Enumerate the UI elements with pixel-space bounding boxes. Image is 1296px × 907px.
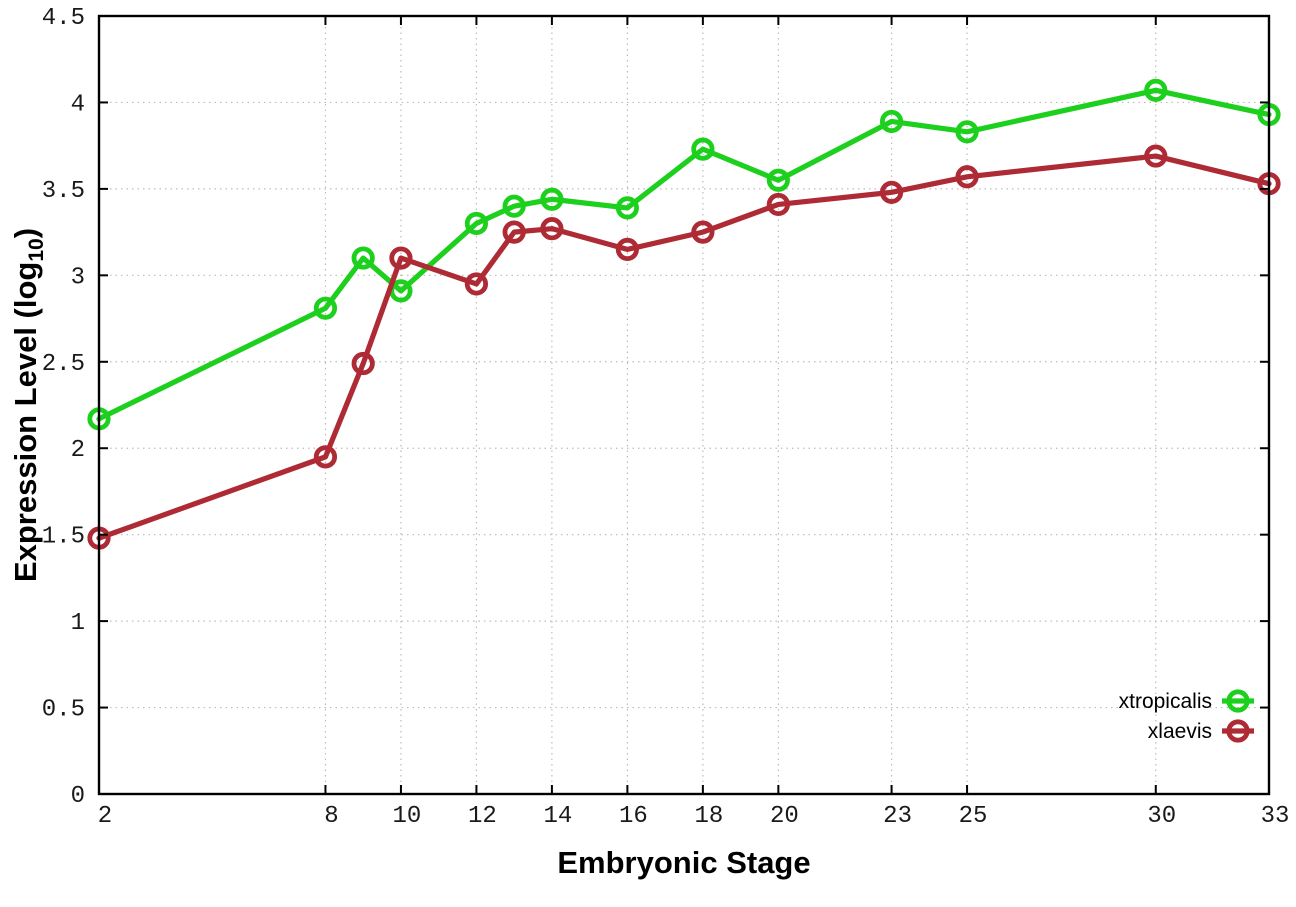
data-point-marker (389, 246, 413, 270)
tick-label-layer: 2 8 10 12 14 16 18 20 23 25 30 33 0 0.5 1 1.5 2 2.5 3 3.5 4 4… (42, 5, 1290, 830)
legend-label: xtropicalis (1119, 690, 1212, 713)
data-point-marker (351, 246, 375, 270)
data-point-marker (351, 351, 375, 376)
x-tick-label: 30 (1147, 803, 1176, 830)
legend-marker-icon (1226, 689, 1250, 713)
series-xtropicalis (87, 78, 1281, 431)
x-axis-title: Embryonic Stage (557, 845, 810, 880)
x-tick-label: 25 (959, 803, 988, 830)
data-point-marker (955, 165, 979, 189)
data-point-marker (615, 237, 639, 261)
data-point-marker (464, 272, 489, 296)
y-tick-label: 1.5 (42, 524, 85, 551)
y-axis-title-close: ) (8, 228, 43, 238)
legend-marker-icon (1226, 719, 1250, 743)
legend: xtropicalis xlaevis (1119, 689, 1254, 743)
plot-frame (97, 14, 1271, 796)
x-tick-label: 23 (883, 803, 912, 830)
grid-layer (99, 16, 1269, 794)
y-tick-label: 1 (71, 610, 85, 637)
data-point-marker (313, 445, 338, 469)
plot-border (97, 14, 1271, 796)
y-axis-title-subscript: 10 (25, 238, 48, 261)
series-line-xlaevis (96, 153, 1272, 541)
data-point-marker (313, 296, 338, 320)
data-point-marker (879, 109, 904, 134)
x-tick-label: 10 (393, 803, 422, 830)
series-layer (87, 78, 1281, 550)
tick-layer (98, 15, 1270, 795)
data-point-marker (540, 217, 564, 241)
data-point-marker (1144, 144, 1168, 168)
y-tick-label: 0.5 (42, 697, 85, 724)
x-tick-label: 18 (694, 803, 723, 830)
data-point-marker (766, 168, 790, 192)
y-tick-label: 2 (71, 437, 85, 464)
legend-item-xtropicalis: xtropicalis (1119, 689, 1254, 713)
data-point-marker (502, 220, 526, 244)
x-tick-label: 16 (619, 803, 648, 830)
legend-label: xlaevis (1148, 720, 1212, 743)
data-point-marker (766, 192, 790, 217)
y-tick-label: 3.5 (42, 178, 85, 205)
data-point-marker (540, 187, 564, 211)
y-tick-label: 4.5 (42, 5, 85, 32)
y-tick-label: 0 (71, 783, 85, 810)
data-point-marker (691, 137, 715, 161)
data-point-marker (1144, 78, 1168, 102)
y-axis-title: Expression Level (log10) (8, 228, 48, 582)
x-tick-label: 33 (1261, 803, 1290, 830)
data-point-marker (879, 180, 904, 204)
x-tick-label: 8 (324, 803, 338, 830)
x-tick-label: 20 (770, 803, 799, 830)
y-tick-label: 2.5 (42, 351, 85, 378)
x-tick-label: 2 (98, 803, 112, 830)
y-tick-label: 4 (71, 91, 85, 118)
y-axis-title-main: Expression Level (log (8, 262, 43, 582)
data-point-marker (502, 194, 526, 218)
y-tick-label: 3 (71, 264, 85, 291)
x-tick-label: 12 (468, 803, 497, 830)
x-tick-label: 14 (543, 803, 572, 830)
data-point-marker (464, 211, 489, 236)
series-xlaevis (87, 144, 1281, 550)
data-point-marker (955, 120, 979, 144)
legend-item-xlaevis: xlaevis (1148, 719, 1254, 743)
data-point-marker (615, 196, 639, 220)
data-point-marker (691, 220, 715, 244)
series-line-xtropicalis (96, 87, 1272, 422)
